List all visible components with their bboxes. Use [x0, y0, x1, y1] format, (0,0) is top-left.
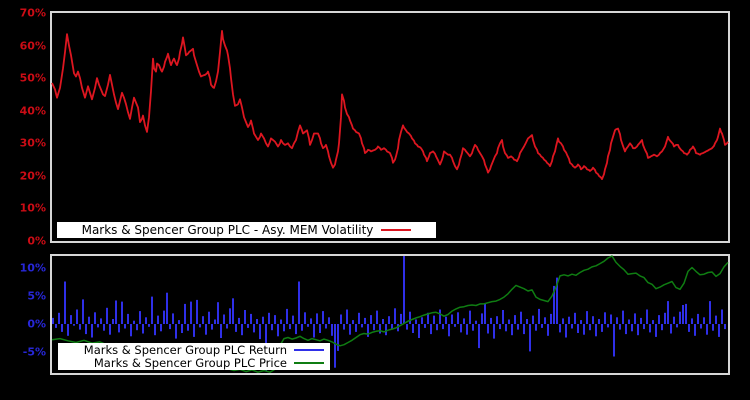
volatility-plot-frame [50, 11, 730, 243]
price-legend-row: Marks & Spencer Group PLC Price [64, 357, 324, 369]
returns-plot-frame [50, 254, 730, 375]
return-legend-row: Marks & Spencer Group PLC Return [64, 344, 324, 356]
return-legend-label: Marks & Spencer Group PLC Return [83, 343, 287, 357]
returns-legend: Marks & Spencer Group PLC Return Marks &… [58, 343, 330, 370]
volatility-legend: Marks & Spencer Group PLC - Asy. MEM Vol… [57, 222, 436, 238]
price-line-sample [294, 362, 324, 364]
volatility-series [51, 29, 729, 181]
volatility-line-sample [381, 229, 412, 231]
volatility-legend-label: Marks & Spencer Group PLC - Asy. MEM Vol… [81, 223, 374, 237]
price-legend-label: Marks & Spencer Group PLC Price [93, 356, 287, 370]
return-line-sample [294, 349, 324, 351]
